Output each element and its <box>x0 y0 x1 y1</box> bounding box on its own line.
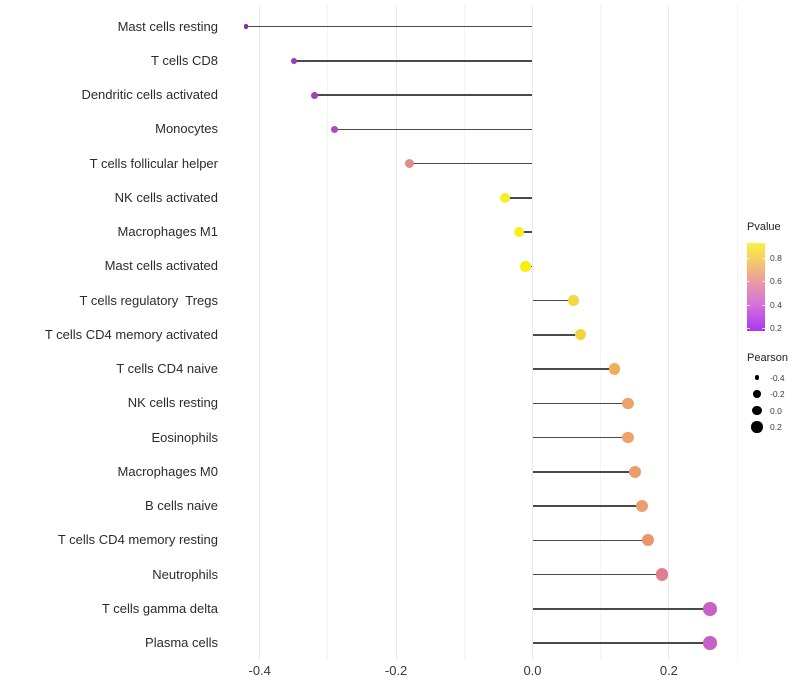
pearson-legend-label: 0.2 <box>770 422 782 432</box>
pvalue-tick-label: 0.2 <box>770 323 782 333</box>
category-label: Macrophages M1 <box>117 224 218 240</box>
lollipop-stem <box>532 608 710 610</box>
lollipop-stem <box>532 642 710 644</box>
x-tick-label: 0.0 <box>523 663 542 678</box>
lollipop-dot <box>513 227 524 238</box>
lollipop-dot <box>330 125 339 134</box>
category-label: T cells gamma delta <box>101 600 218 616</box>
category-label: T cells CD4 memory activated <box>44 326 218 342</box>
category-label: T cells CD8 <box>151 52 218 68</box>
pvalue-tick-mark <box>747 257 750 259</box>
category-label: Dendritic cells activated <box>81 87 218 103</box>
lollipop-dot <box>405 159 415 169</box>
category-label: T cells CD4 memory resting <box>57 532 218 548</box>
category-label: Eosinophils <box>151 429 219 445</box>
pvalue-gradient-bar <box>747 243 765 331</box>
lollipop-stem <box>532 573 663 576</box>
lollipop-stem <box>409 162 533 165</box>
lollipop-stem <box>532 471 635 473</box>
pvalue-legend-title: Pvalue <box>747 221 781 233</box>
pvalue-tick-mark <box>762 328 765 329</box>
lollipop-dot <box>635 500 648 513</box>
category-label: NK cells resting <box>127 395 218 411</box>
category-label: B cells naive <box>145 498 218 514</box>
lollipop-stem <box>532 505 642 507</box>
category-label: Macrophages M0 <box>117 463 218 479</box>
pearson-legend-dot <box>752 405 762 416</box>
lollipop-stem <box>532 539 649 542</box>
lollipop-stem <box>532 436 628 439</box>
lollipop-dot <box>703 636 717 650</box>
gridline-minor <box>600 5 602 660</box>
pvalue-tick-mark <box>762 257 765 259</box>
pearson-legend-dot <box>754 375 760 380</box>
pvalue-tick-label: 0.6 <box>770 276 782 286</box>
lollipop-dot <box>574 329 586 341</box>
gridline-major <box>395 5 397 660</box>
pearson-legend-label: -0.2 <box>770 389 785 399</box>
gridline-major <box>668 5 670 660</box>
pvalue-tick-mark <box>747 281 750 282</box>
lollipop-stem <box>532 402 628 405</box>
pearson-legend-label: -0.4 <box>770 372 785 383</box>
lollipop-dot <box>642 534 655 547</box>
category-label: Mast cells resting <box>117 18 218 34</box>
lollipop-stem <box>314 94 533 96</box>
gridline-minor <box>736 5 738 660</box>
category-label: Monocytes <box>155 121 218 137</box>
lollipop-dot <box>608 363 621 375</box>
lollipop-dot <box>703 602 717 616</box>
x-tick-label: -0.2 <box>384 663 408 678</box>
category-label: Plasma cells <box>145 635 218 651</box>
pearson-legend-dot <box>751 421 763 433</box>
category-label: T cells follicular helper <box>89 155 218 171</box>
lollipop-dot <box>310 91 318 99</box>
lollipop-dot <box>568 295 579 306</box>
lollipop-dot <box>243 24 249 29</box>
pvalue-tick-mark <box>747 328 750 329</box>
category-label: T cells CD4 naive <box>116 361 218 377</box>
pearson-legend-title: Pearson <box>747 352 788 364</box>
pearson-legend-dot <box>753 390 761 398</box>
lollipop-dot <box>290 57 298 64</box>
lollipop-dot <box>622 397 634 410</box>
lollipop-stem <box>246 25 533 28</box>
category-label: Neutrophils <box>152 566 218 582</box>
lollipop-stem <box>532 334 581 336</box>
x-tick-label: 0.2 <box>659 663 678 678</box>
pearson-legend-label: 0.0 <box>770 405 782 416</box>
gridline-minor <box>327 5 329 660</box>
pvalue-tick-mark <box>747 304 750 306</box>
gridline-major <box>532 5 533 660</box>
lollipop-dot <box>655 568 669 581</box>
lollipop-dot <box>622 431 634 444</box>
category-label: T cells regulatory Tregs <box>79 292 218 308</box>
x-tick-label: -0.4 <box>248 663 271 678</box>
lollipop-stem <box>518 231 533 233</box>
lollipop-dot <box>520 261 531 272</box>
gridline-minor <box>463 5 465 660</box>
lollipop-stem <box>532 368 615 370</box>
lollipop-stem <box>293 60 533 62</box>
lollipop-stem <box>532 299 574 302</box>
lollipop-stem <box>505 197 533 199</box>
pvalue-tick-mark <box>762 281 765 282</box>
lollipop-stem <box>334 128 533 131</box>
pvalue-tick-mark <box>762 304 765 306</box>
lollipop-dot <box>628 465 641 478</box>
gridline-major <box>259 5 261 660</box>
pvalue-tick-label: 0.4 <box>770 299 782 310</box>
category-label: NK cells activated <box>114 189 218 205</box>
pvalue-tick-label: 0.8 <box>770 252 782 263</box>
lollipop-dot <box>500 192 511 203</box>
category-label: Mast cells activated <box>104 258 218 274</box>
